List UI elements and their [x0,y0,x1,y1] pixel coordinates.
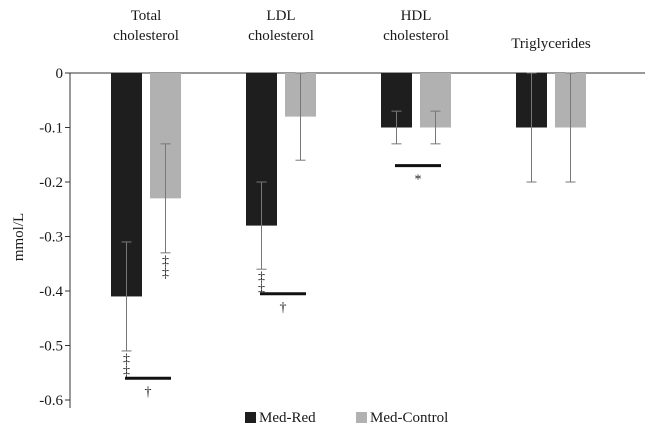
legend: Med-Red Med-Control [245,410,448,426]
significance-symbol: ‡ [123,352,130,367]
significance-marks: ‡‡‡‡‡‡††* [123,164,441,400]
legend-label: Med-Control [370,410,448,426]
y-tick-label: -0.4 [39,284,63,300]
legend-label: Med-Red [259,410,316,426]
legend-swatch [356,412,367,423]
significance-symbol: ‡ [258,282,265,297]
significance-symbol: ‡ [258,270,265,285]
category-label: Total cholesterol [113,8,179,44]
y-tick-label: -0.6 [39,393,63,409]
y-tick-label: -0.1 [39,121,63,137]
comparison-symbol: † [145,385,152,400]
bars [111,73,586,297]
category-label: HDL cholesterol [383,8,449,44]
category-labels: Total cholesterol LDL cholesterol HDL cholest… [113,8,591,52]
y-tick-label: 0 [56,66,64,82]
comparison-symbol: † [280,301,287,316]
comparison-symbol: * [415,173,422,188]
y-axis: 0 -0.1 -0.2 -0.3 -0.4 -0.5 -0.6 mmol/L [11,66,645,409]
y-tick-label: -0.2 [39,175,63,191]
category-label: LDL cholesterol [248,8,314,44]
category-label: Triglycerides [511,36,591,52]
y-tick-label: -0.5 [39,339,63,355]
significance-symbol: ‡ [162,266,169,281]
legend-swatch [245,412,256,423]
significance-symbol: ‡ [162,254,169,269]
y-tick-label: -0.3 [39,230,63,246]
significance-symbol: ‡ [123,364,130,379]
y-axis-label: mmol/L [11,213,27,261]
error-bars [121,72,576,352]
